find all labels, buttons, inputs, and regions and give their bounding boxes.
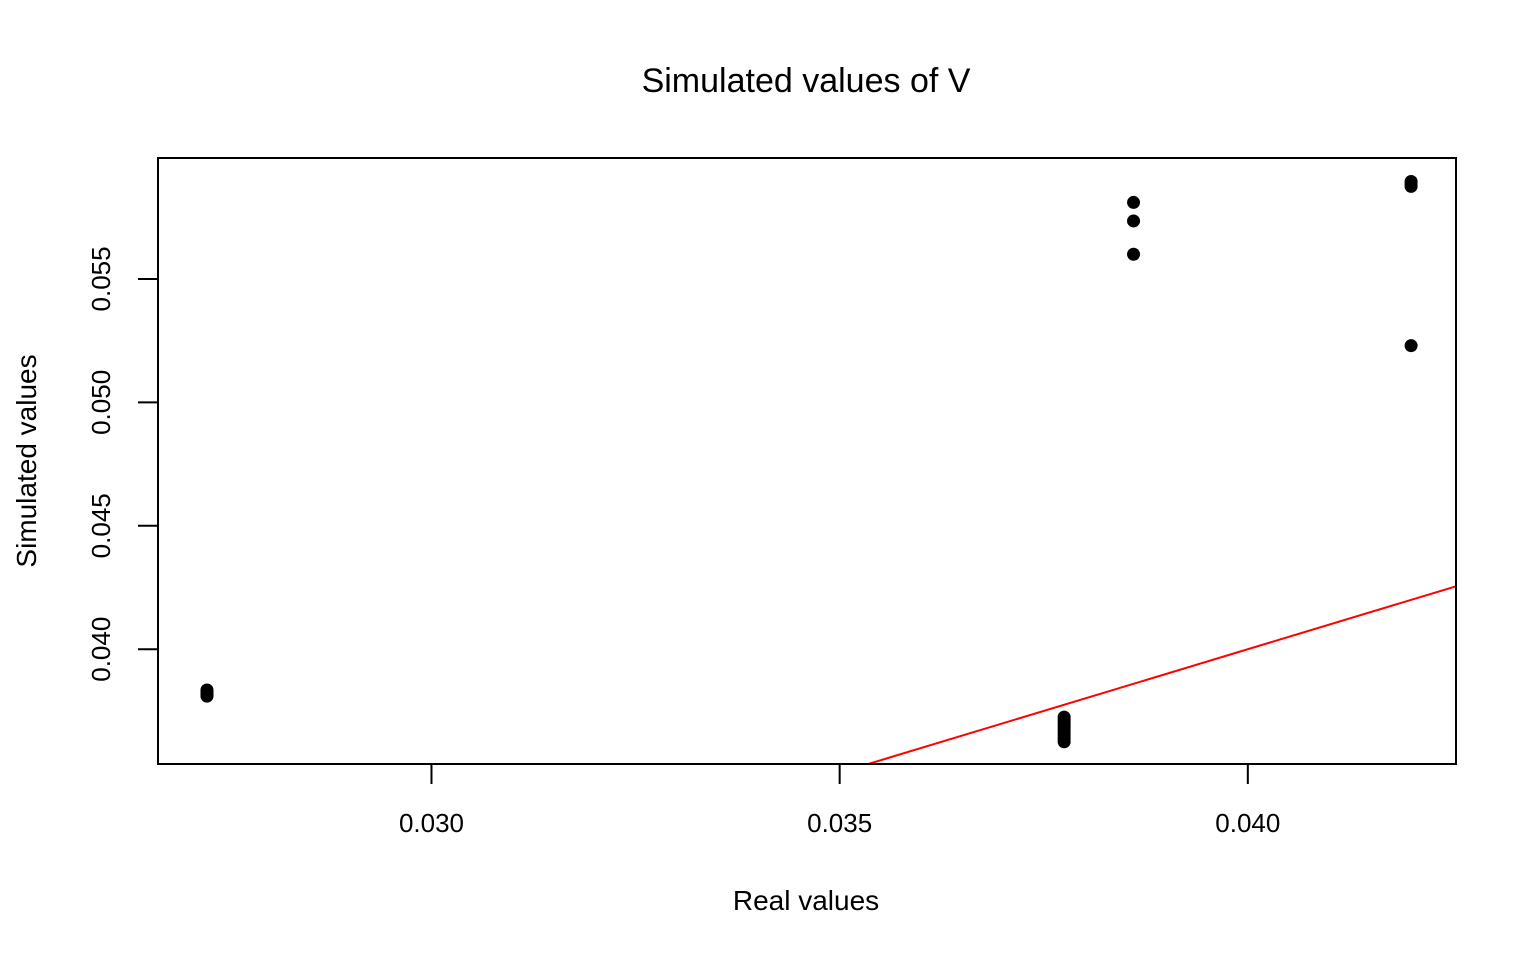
y-axis-label: Simulated values (11, 354, 42, 567)
reference-line-layer (864, 585, 1456, 764)
y-tick-label: 0.045 (86, 493, 116, 558)
x-tick-label: 0.040 (1215, 808, 1280, 838)
data-point (1057, 710, 1071, 724)
x-axis-label: Real values (733, 885, 879, 916)
plot-area (200, 174, 1456, 764)
plot-frame (157, 157, 1457, 765)
points-layer (200, 174, 1418, 749)
x-axis: 0.030 0.035 0.040 (399, 764, 1280, 838)
y-tick-label: 0.055 (86, 246, 116, 311)
data-point (1127, 214, 1141, 228)
data-point (1127, 195, 1141, 209)
x-tick-label: 0.030 (399, 808, 464, 838)
chart-title: Simulated values of V (642, 62, 971, 100)
x-tick-label: 0.035 (807, 808, 872, 838)
y-tick-label: 0.050 (86, 370, 116, 435)
y-tick-label: 0.040 (86, 617, 116, 682)
y-axis: 0.040 0.045 0.050 0.055 (86, 246, 158, 682)
data-point (1127, 247, 1141, 261)
data-point (1404, 339, 1418, 353)
data-point (1404, 179, 1418, 193)
reference-line (864, 585, 1456, 764)
data-point (200, 683, 214, 697)
